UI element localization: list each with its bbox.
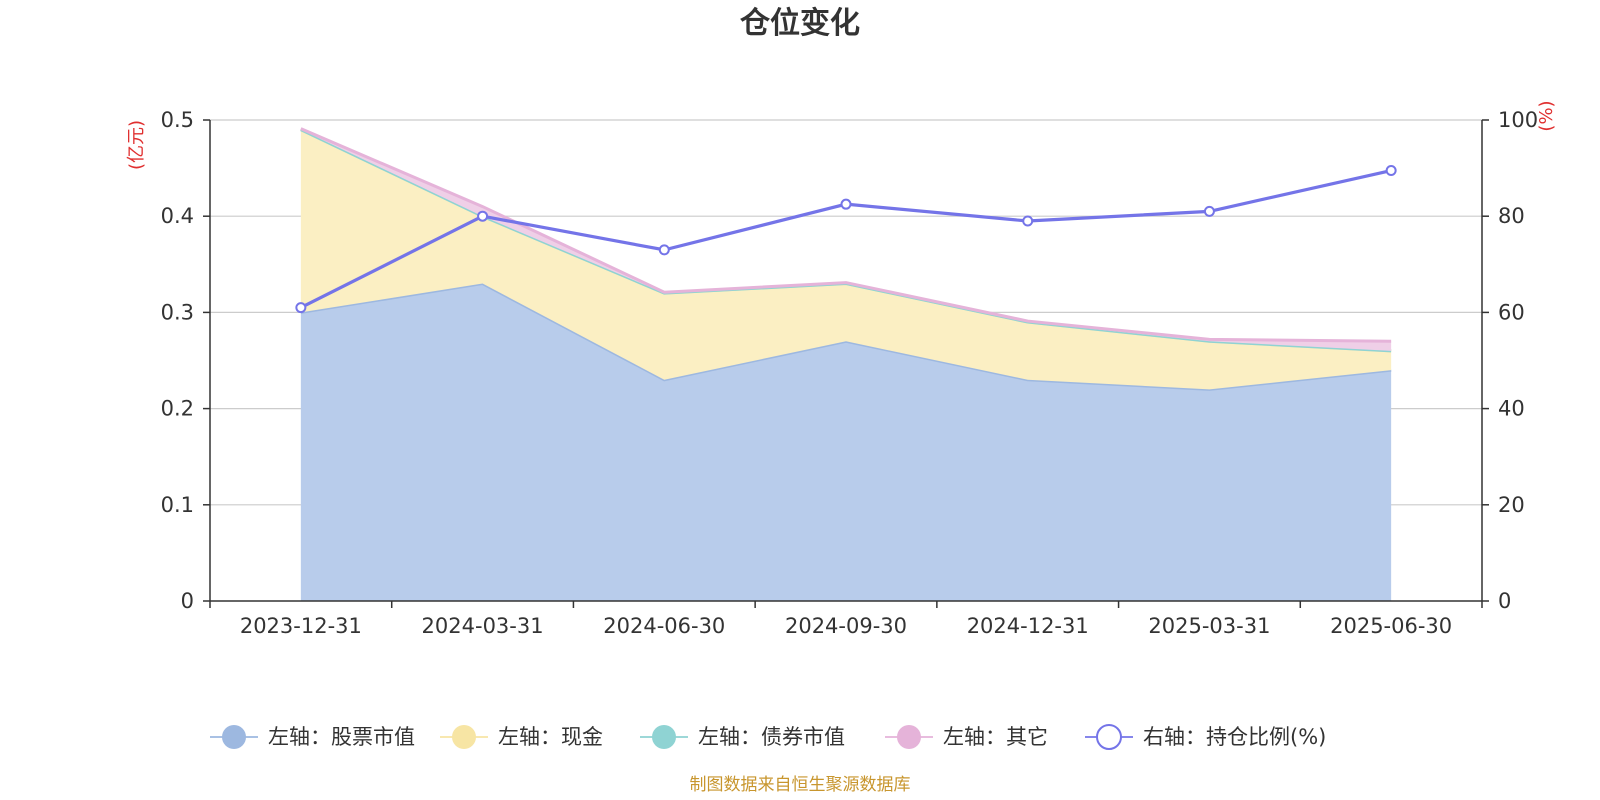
right-tick-label: 80 [1498, 204, 1525, 228]
legend-item-1: 左轴：现金 [440, 725, 603, 749]
legend-label: 左轴：债券市值 [698, 725, 845, 749]
right-axis-unit: (%) [1536, 100, 1557, 131]
chart-title: 仓位变化 [740, 6, 860, 41]
x-tick-label: 2025-03-31 [1148, 614, 1270, 638]
legend-marker [1096, 724, 1122, 750]
ratio-line [295, 165, 1397, 314]
legend-marker [452, 725, 476, 749]
legend-item-2: 左轴：债券市值 [640, 725, 845, 749]
x-tick-label: 2024-03-31 [422, 614, 544, 638]
left-tick-label: 0.4 [161, 204, 194, 228]
ratio-point [1385, 165, 1397, 177]
area-fill-series-1 [300, 129, 1392, 390]
right-tick-label: 0 [1498, 589, 1511, 613]
legend-label: 左轴：其它 [943, 725, 1048, 749]
x-tick-label: 2025-06-30 [1330, 614, 1452, 638]
legend: 左轴：股票市值 左轴：现金 左轴：债券市值 左轴：其它 右轴：持仓比例(%) [210, 724, 1326, 750]
ratio-point [477, 210, 489, 222]
right-tick-label: 100 [1498, 108, 1538, 132]
legend-label: 左轴：现金 [498, 725, 603, 749]
right-tick-label: 60 [1498, 300, 1525, 324]
right-tick-label: 20 [1498, 493, 1525, 517]
legend-label: 左轴：股票市值 [268, 725, 415, 749]
x-tick-label: 2024-09-30 [785, 614, 907, 638]
ratio-point [295, 302, 307, 314]
left-tick-label: 0.2 [161, 397, 194, 421]
left-tick-label: 0 [181, 589, 194, 613]
legend-item-0: 左轴：股票市值 [210, 725, 415, 749]
legend-marker [222, 725, 246, 749]
ratio-point [1022, 215, 1034, 227]
area-line-series-3 [300, 127, 1392, 343]
left-tick-label: 0.3 [161, 300, 194, 324]
legend-label: 右轴：持仓比例(%) [1143, 725, 1326, 749]
legend-marker [897, 725, 921, 749]
legend-marker [652, 725, 676, 749]
left-tick-label: 0.5 [161, 108, 194, 132]
left-tick-label: 0.1 [161, 493, 194, 517]
axes: 0 0.1 0.2 0.3 0.4 0.5 0 20 40 60 80 100 2023-12-31 20… [161, 108, 1539, 638]
ratio-point [1203, 205, 1215, 217]
legend-item-3: 左轴：其它 [885, 725, 1048, 749]
area-fill-series-0 [300, 283, 1392, 601]
left-axis-unit: (亿元) [126, 120, 147, 170]
x-tick-label: 2024-06-30 [603, 614, 725, 638]
source-note: 制图数据来自恒生聚源数据库 [690, 775, 911, 795]
x-tick-label: 2023-12-31 [240, 614, 362, 638]
ratio-point [658, 244, 670, 256]
legend-item-4: 右轴：持仓比例(%) [1085, 724, 1326, 750]
ratio-point [840, 198, 852, 210]
right-tick-label: 40 [1498, 397, 1525, 421]
x-tick-label: 2024-12-31 [967, 614, 1089, 638]
